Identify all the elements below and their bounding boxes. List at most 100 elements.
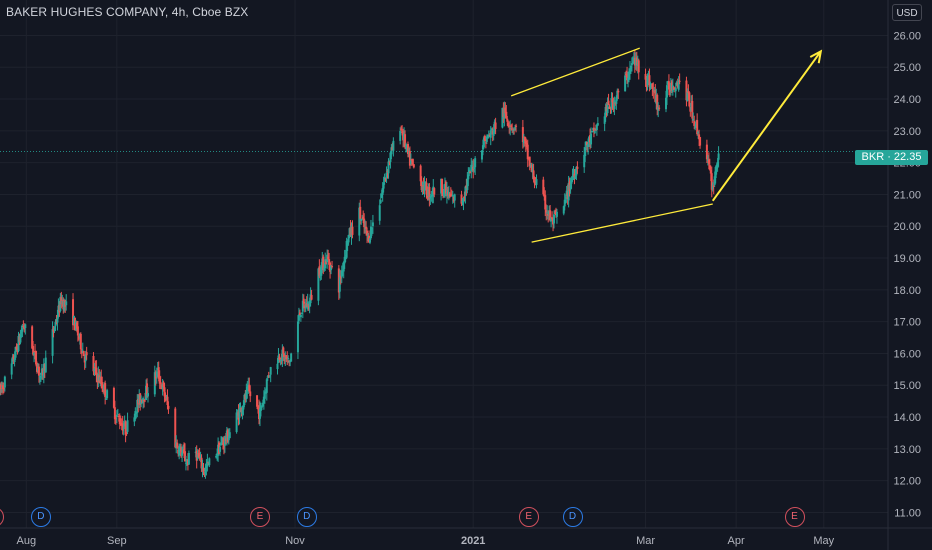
y-tick-label: 20.00 [893, 221, 921, 233]
candle-body [466, 178, 469, 190]
candle-body [590, 133, 593, 145]
candle-body [549, 210, 552, 221]
candle-body [464, 186, 467, 197]
candle-body [714, 167, 717, 179]
candle-body [563, 199, 566, 207]
earnings-event-badge[interactable]: E [784, 507, 805, 527]
candle-body [708, 165, 711, 170]
dividend-event-badge[interactable]: D [296, 507, 317, 527]
candle-body [593, 131, 596, 133]
candle-body [204, 467, 207, 475]
candle-body [3, 376, 6, 388]
candle-body [490, 129, 493, 131]
candle-body [382, 183, 385, 189]
candle-body [187, 452, 190, 465]
candle-body [117, 415, 120, 418]
candle-body [199, 456, 202, 458]
candle-body [371, 222, 374, 227]
candle-body [93, 368, 96, 371]
trend-arrow-head [809, 49, 823, 64]
candle-body [616, 90, 619, 99]
candle-body [406, 144, 409, 155]
candle-body [202, 467, 205, 472]
candle-body [628, 68, 631, 73]
candle-body [296, 321, 299, 353]
candle-body [546, 212, 549, 214]
candle-body [208, 458, 211, 466]
candle-body [468, 169, 471, 173]
candle-body [125, 432, 128, 434]
candle-body [484, 142, 487, 144]
candle-body [32, 346, 35, 355]
earnings-event-badge[interactable]: E [249, 507, 270, 527]
candle-body [424, 182, 427, 184]
candle-body [197, 453, 200, 458]
trend-arrow [711, 50, 822, 202]
candle-body [613, 100, 616, 109]
y-tick-label: 25.00 [893, 62, 921, 74]
candle-body [263, 391, 266, 399]
candle-body [139, 393, 142, 405]
candle-body [370, 227, 373, 229]
candle-body [671, 85, 674, 92]
dividend-event-badge[interactable]: D [30, 507, 51, 527]
candle-body [20, 332, 23, 334]
candle-body [44, 357, 47, 373]
candle-body [553, 214, 556, 224]
candle-body [158, 377, 161, 384]
candle-body [260, 405, 263, 408]
candle-body [219, 447, 222, 452]
candle-body [327, 256, 330, 259]
candle-body [685, 80, 688, 101]
candle-body [603, 116, 606, 124]
candle-body [677, 79, 680, 90]
candle-body [75, 323, 78, 329]
candle-body [297, 314, 300, 321]
candle-body [10, 363, 13, 375]
dividend-event-badge[interactable]: D [562, 507, 583, 527]
currency-button[interactable]: USD [892, 4, 922, 21]
candle-body [281, 349, 284, 362]
candle-body [658, 107, 661, 109]
candle-body [42, 363, 45, 378]
candle-body [323, 267, 326, 270]
candle-body [473, 167, 476, 170]
candle-body [95, 367, 98, 375]
earnings-event-badge[interactable]: E [518, 507, 539, 527]
candle-body [405, 145, 408, 147]
candle-body [278, 356, 281, 360]
x-tick-label: Mar [636, 535, 655, 547]
candle-body [31, 326, 34, 349]
candle-body [628, 74, 630, 79]
candle-body [544, 195, 547, 210]
x-tick-label: 2021 [461, 535, 485, 547]
candle-body [480, 150, 483, 160]
candle-body [693, 121, 696, 126]
candle-body [532, 170, 535, 180]
candle-body [665, 97, 667, 110]
y-tick-label: 17.00 [893, 317, 921, 329]
candle-body [648, 75, 651, 88]
candle-body [261, 402, 264, 407]
x-tick-label: May [813, 535, 834, 547]
candle-body [259, 405, 262, 411]
candle-body [521, 127, 524, 143]
candle-body [474, 158, 477, 168]
candle-body [92, 356, 95, 372]
candle-body [262, 396, 265, 404]
candle-body [298, 312, 301, 316]
candle-body [408, 151, 411, 166]
candle-body [287, 358, 290, 360]
candle-body [363, 218, 366, 228]
candle-body [430, 196, 433, 198]
candle-body [678, 80, 681, 82]
candle-body [126, 420, 129, 432]
candle-body [512, 129, 515, 131]
candle-body [626, 74, 629, 81]
candle-body [687, 91, 690, 94]
candle-body [711, 185, 714, 190]
candle-body [688, 92, 691, 107]
candle-body [400, 128, 403, 130]
